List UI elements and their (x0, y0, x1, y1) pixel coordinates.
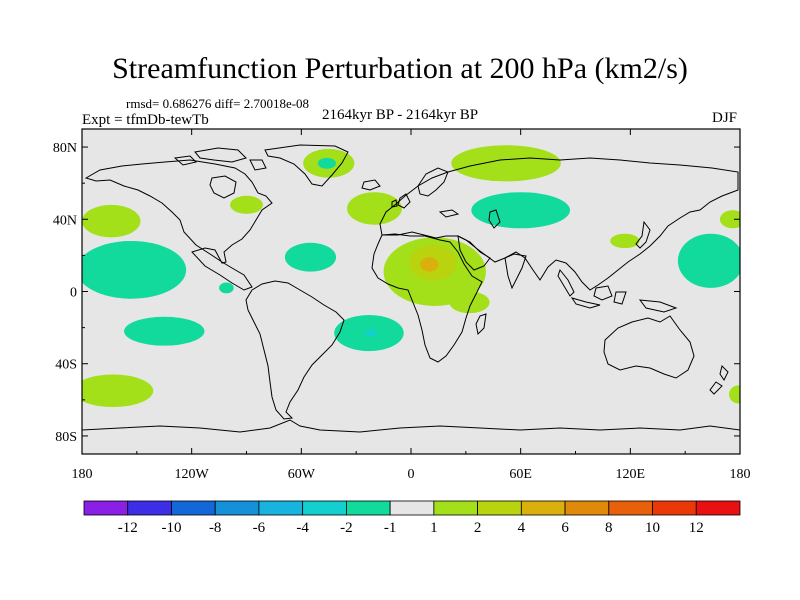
coast-south-america (245, 280, 345, 420)
colorbar-label: -8 (209, 520, 222, 536)
colorbar-label: -12 (118, 520, 138, 536)
colorbar-swatch (345, 500, 391, 516)
anomaly-southern-pacific-positive (82, 374, 154, 408)
coast-scandinavia (417, 167, 449, 197)
coast-japan (635, 220, 651, 249)
coast-antarctica (82, 419, 740, 433)
anomaly-greenland-negative (317, 157, 337, 169)
colorbar-label: -4 (296, 520, 309, 536)
anomaly-pacific-west-south-positive (82, 240, 187, 299)
lat-label: 80S (55, 430, 77, 445)
coast-north-america (84, 159, 273, 291)
season-label: DJF (712, 110, 738, 126)
colorbar-swatch (127, 500, 172, 516)
lon-label: 180 (730, 467, 751, 482)
coast-british-isles (391, 193, 411, 209)
coast-hudson-bay (209, 175, 237, 199)
colorbar-label: -6 (253, 520, 266, 536)
colorbar-swatch (520, 500, 566, 516)
anomaly-caribbean-negative (284, 242, 337, 272)
colorbar-label: 12 (689, 520, 704, 536)
lon-label: 120E (616, 467, 646, 482)
coast-india (504, 253, 527, 290)
coast-eurasia (379, 157, 739, 291)
anomaly-north-america-positive (230, 195, 263, 214)
colorbar-swatch (258, 500, 304, 516)
lon-label: 180 (72, 467, 93, 482)
anomaly-west-asia-negative (471, 192, 571, 229)
rmsd-stats: rmsd= 0.686276 diff= 2.70018e-08 (126, 96, 310, 111)
time-period: 2164kyr BP - 2164kyr BP (322, 107, 479, 123)
colorbar-label: 1 (430, 520, 438, 536)
lon-label: 0 (408, 467, 415, 482)
anomaly-west-pacific-negative (677, 233, 740, 288)
colorbar-swatch (433, 500, 479, 516)
colorbar-label: -1 (384, 520, 397, 536)
map-title: Streamfunction Perturbation at 200 hPa (… (112, 52, 688, 85)
anomaly-north-pacific-east-positive (82, 204, 141, 238)
colorbar-swatch (608, 500, 653, 516)
anomaly-dateline-south-positive (729, 385, 740, 404)
coast-inland-seas (438, 209, 501, 229)
coast-greenland (264, 144, 349, 187)
anomaly-indian-ocean-positive (449, 291, 490, 314)
coast-southeast-asia (557, 268, 678, 313)
colorbar-label: 8 (605, 520, 613, 536)
anomaly-south-pacific-negative (124, 316, 205, 346)
map-axes: 80N 40N 0 40S 80S 180 120W 60W 0 60E 120E 180 (53, 129, 751, 482)
colorbar-label: -2 (340, 520, 353, 536)
colorbar-label: 4 (518, 520, 526, 536)
colorbar-swatch (389, 500, 435, 516)
anomaly-east-pacific-small-negative (219, 282, 234, 294)
colorbar-swatch (564, 500, 610, 516)
colorbar-label: 6 (561, 520, 569, 536)
colorbar: -12 -10 -8 -6 -4 -2 -1 1 2 4 6 8 10 12 (83, 500, 741, 536)
colorbar-label: 10 (645, 520, 660, 536)
coast-new-zealand (709, 365, 729, 395)
coast-iceland (361, 179, 381, 191)
coast-australia (603, 315, 695, 379)
colorbar-swatch (695, 500, 741, 516)
colorbar-swatch (652, 500, 697, 516)
colorbar-swatch (83, 500, 129, 516)
colorbar-swatch (214, 500, 260, 516)
anomaly-arctic-siberia-positive (451, 145, 561, 182)
coast-arctic-islands (173, 147, 267, 171)
lat-label: 40S (55, 358, 77, 373)
experiment-label: Expt = tfmDb-tewTb (82, 112, 209, 128)
lat-label: 40N (53, 213, 77, 228)
coast-arabia (457, 235, 491, 271)
lon-label: 60E (509, 467, 532, 482)
anomaly-south-atlantic-core (365, 329, 377, 337)
lat-label: 80N (53, 141, 77, 156)
coast-madagascar (475, 313, 487, 336)
colorbar-swatch (477, 500, 522, 516)
coast-africa (371, 233, 483, 363)
colorbar-swatch (302, 500, 347, 516)
anomaly-dateline-north-positive (719, 210, 740, 229)
lat-label: 0 (70, 286, 77, 301)
anomaly-north-atlantic-positive (347, 192, 402, 225)
anomaly-east-asia-positive (610, 233, 640, 249)
anomaly-africa-core-center (420, 257, 439, 272)
coastlines (82, 144, 740, 433)
anomaly-field (82, 145, 740, 408)
lon-label: 120W (175, 467, 210, 482)
colorbar-label: -10 (161, 520, 181, 536)
colorbar-label: 2 (474, 520, 482, 536)
colorbar-swatch (171, 500, 216, 516)
lon-label: 60W (288, 467, 316, 482)
